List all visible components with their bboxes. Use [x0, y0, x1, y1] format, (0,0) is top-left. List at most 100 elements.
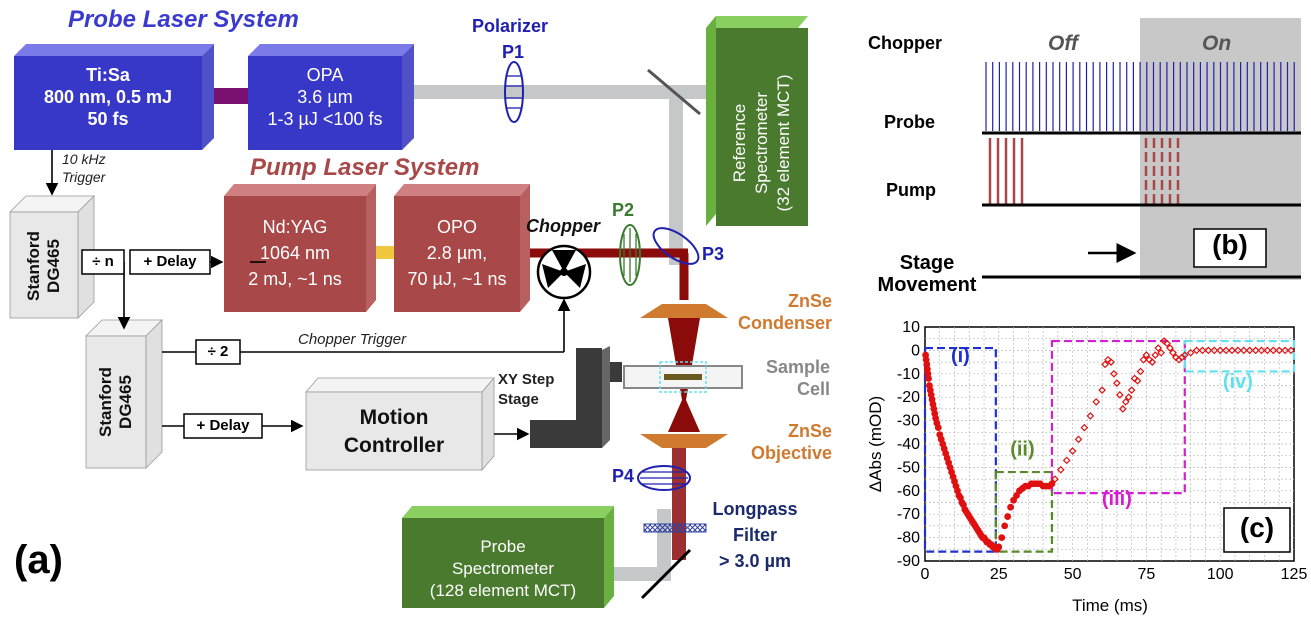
y-tick-label: -20 [897, 389, 920, 406]
polarizer-p1 [504, 61, 524, 123]
region-label: (ii) [1010, 439, 1034, 461]
data-point [1136, 367, 1145, 376]
motion-controller-box [305, 376, 495, 472]
y-tick-label: -10 [897, 366, 920, 383]
opa-label: OPA 3.6 µm 1-3 µJ <100 fs [267, 65, 383, 129]
x-tick-label: 125 [1281, 566, 1308, 583]
delay-2-label: + Delay [196, 417, 250, 434]
data-point [1086, 412, 1095, 420]
region-label: (i) [951, 345, 970, 367]
stanford-1-label: Stanford DG465 [24, 231, 63, 301]
reference-spectrometer [706, 16, 808, 226]
data-point [1157, 348, 1166, 357]
data-point [1142, 351, 1151, 359]
delay-1-label: + Delay [143, 253, 197, 270]
data-point [1101, 360, 1109, 369]
xy-stage [530, 346, 622, 448]
divide-n-label: ÷ n [92, 253, 114, 270]
znse-objective-lens [640, 434, 728, 448]
data-point [1275, 346, 1284, 355]
data-point [1204, 346, 1213, 355]
data-point [1186, 348, 1195, 357]
chopper-row-label: Chopper [868, 33, 942, 53]
data-point [1239, 346, 1248, 355]
tisa-label: Ti:Sa 800 nm, 0.5 mJ 50 fs [43, 65, 173, 129]
data-point [1001, 522, 1009, 530]
y-tick-label: 0 [911, 342, 920, 359]
opo-label: OPO 2.8 µm, 70 µJ, ~1 ns [407, 217, 507, 289]
data-point [1062, 456, 1071, 465]
opo-box [394, 184, 530, 312]
y-tick-label: -80 [897, 530, 920, 547]
data-point [1166, 344, 1174, 352]
data-point [1287, 346, 1295, 355]
chart-region-labels: (i) (ii) (iii) (iv) [951, 345, 1253, 510]
data-point [1154, 344, 1163, 352]
data-point [1121, 398, 1130, 406]
region-label: (iii) [1102, 488, 1132, 510]
region-box [994, 470, 1054, 553]
x-tick-label: 75 [1138, 566, 1156, 583]
data-point [1007, 503, 1015, 511]
data-point [1148, 358, 1157, 366]
panel-b-label: (b) [1212, 229, 1248, 260]
y-tick-label: -50 [897, 459, 920, 476]
polarizer-label: Polarizer [472, 16, 549, 36]
data-point [1118, 405, 1127, 413]
p4-label: P4 [612, 466, 635, 486]
znse-objective-label: ZnSe Objective [750, 421, 832, 463]
motion-controller-label: Motion Controller [343, 406, 445, 457]
trigger-label: 10 kHz Trigger [62, 151, 106, 185]
sample-cell-label: Sample Cell [765, 357, 830, 399]
on-label: On [1202, 32, 1232, 55]
panel-c-label-box [1223, 507, 1291, 553]
data-point [1004, 513, 1012, 520]
y-axis-label: ΔAbs (mOD) [866, 395, 885, 493]
y-tick-label: -70 [897, 506, 920, 523]
data-point [1281, 346, 1289, 355]
data-point [1133, 376, 1142, 385]
chopper-label: Chopper [526, 216, 600, 236]
region-box [1050, 339, 1186, 495]
data-point [1124, 393, 1133, 402]
data-point [1180, 351, 1189, 359]
data-point [1251, 346, 1260, 355]
data-point [1092, 398, 1101, 406]
x-tick-label: 100 [1207, 566, 1234, 583]
delay-box-1 [129, 249, 211, 275]
y-tick-label: -90 [897, 553, 920, 570]
znse-condenser-label: ZnSe Condenser [737, 291, 832, 333]
ndyag-label: Nd:YAG 1064 nm 2 mJ, ~1 ns [248, 217, 342, 289]
data-point [1163, 339, 1171, 348]
data-point [1234, 346, 1242, 355]
opa-box [248, 44, 414, 150]
pump-pulses-off [988, 138, 1024, 204]
chopper-wheel [536, 244, 592, 300]
panel-b [982, 18, 1301, 280]
region-box [923, 346, 997, 553]
y-tick-label: -30 [897, 413, 920, 430]
y-tick-label: -40 [897, 436, 920, 453]
divide-n-box [81, 249, 125, 275]
p1-label: P1 [502, 42, 525, 62]
y-tick-label: -60 [897, 483, 920, 500]
data-point [998, 534, 1006, 541]
reference-spectrometer-label: Reference Spectrometer (32 element MCT) [730, 74, 793, 212]
stanford-2-box [85, 319, 163, 469]
data-point [1257, 346, 1266, 355]
pump-pulses-on [1144, 138, 1180, 204]
panel-a [9, 16, 808, 608]
znse-condenser-lens [640, 304, 728, 318]
p2-label: P2 [612, 200, 635, 220]
data-point [995, 543, 1003, 551]
tisa-box [14, 44, 214, 150]
data-point [1139, 355, 1148, 364]
chopper-trigger-label: Chopper Trigger [298, 331, 407, 348]
stanford-2-label: Stanford DG465 [96, 367, 135, 437]
x-axis-label: Time (ms) [1072, 596, 1148, 615]
data-point [1080, 423, 1089, 432]
probe-spectrometer-label: Probe Spectrometer (128 element MCT) [429, 537, 577, 600]
data-point [1056, 465, 1065, 474]
panel-c-label: (c) [1239, 512, 1275, 543]
